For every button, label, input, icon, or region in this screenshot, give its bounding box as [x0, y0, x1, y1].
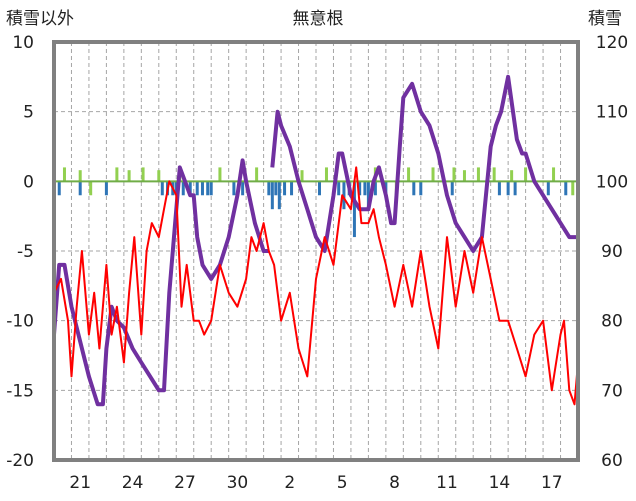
bar-precip [283, 181, 287, 196]
x-tick: 2 [284, 473, 295, 493]
bar-precip [206, 181, 210, 196]
x-tick: 14 [489, 473, 511, 493]
y-tick-right: 80 [601, 312, 623, 332]
x-tick: 30 [227, 473, 249, 493]
series-line-snow [52, 74, 578, 407]
x-tick: 17 [541, 473, 563, 493]
bar-sunshine [78, 170, 82, 182]
x-tick: 21 [69, 473, 91, 493]
right-axis-title: 積雪 [588, 9, 622, 29]
bar-sunshine [115, 167, 119, 182]
bar-precip [506, 181, 510, 196]
chart-title: 無意根 [293, 9, 344, 29]
x-axis: 21 24 27 30 2 5 8 11 14 17 [69, 473, 562, 493]
y-tick-right: 120 [596, 33, 628, 53]
bar-precip [412, 181, 416, 196]
bar-sunshine [407, 167, 411, 182]
bar-precip [513, 181, 517, 196]
bar-precip [241, 181, 245, 196]
bar-precip [181, 181, 185, 196]
bar-precip [497, 181, 501, 196]
bar-precip [209, 181, 213, 196]
bar-precip [450, 181, 454, 196]
bar-sunshine [492, 167, 496, 182]
bar-precip [78, 181, 82, 196]
bar-precip [317, 181, 321, 196]
bar-sunshine [510, 170, 514, 182]
bar-precip [419, 181, 423, 196]
y-tick-left: 0 [23, 172, 34, 192]
y-tick-left: 10 [12, 33, 34, 53]
y-tick-left: -15 [6, 381, 34, 401]
y-tick-left: -10 [6, 312, 34, 332]
y-tick-right: 90 [601, 242, 623, 262]
bar-sunshine [452, 167, 456, 182]
bar-precip [232, 181, 236, 196]
bar-precip [270, 181, 274, 210]
x-tick: 5 [337, 473, 348, 493]
bar-precip [366, 181, 370, 210]
bar-precip [352, 181, 356, 238]
y-tick-left: -20 [6, 451, 34, 471]
bar-sunshine [431, 167, 435, 182]
bar-precip [277, 181, 281, 210]
bar-precip [160, 181, 164, 196]
x-tick: 24 [122, 473, 144, 493]
bar-sunshine [62, 167, 66, 182]
y-tick-right: 70 [601, 381, 623, 401]
x-tick: 8 [389, 473, 400, 493]
bar-sunshine [218, 167, 222, 182]
bar-precip [195, 181, 199, 196]
bar-sunshine [255, 167, 259, 182]
bar-sunshine [157, 170, 161, 182]
bar-precip [342, 181, 346, 210]
y-tick-right: 100 [596, 172, 628, 192]
bar-layer [57, 167, 575, 238]
bar-precip [200, 181, 204, 196]
bar-precip [267, 181, 271, 196]
bar-precip [57, 181, 61, 196]
y-tick-right: 110 [596, 103, 628, 123]
y-axis-left: 10 5 0 -5 -10 -15 -20 [6, 33, 34, 471]
bar-sunshine [462, 170, 466, 182]
bar-sunshine [552, 167, 556, 182]
line-layer [52, 74, 579, 407]
bar-precip [104, 181, 108, 196]
y-axis-right: 120 110 100 90 80 70 60 [596, 33, 628, 471]
bar-precip [274, 181, 278, 196]
bar-sunshine [324, 167, 328, 182]
bar-sunshine [300, 170, 304, 182]
y-tick-right: 60 [601, 451, 623, 471]
bar-precip [546, 181, 550, 196]
bar-sunshine [476, 167, 480, 182]
bar-sunshine [571, 181, 575, 196]
left-axis-title: 積雪以外 [6, 9, 74, 29]
x-tick: 27 [174, 473, 196, 493]
bar-sunshine [524, 167, 528, 182]
bar-precip [373, 181, 377, 196]
bar-precip [188, 181, 192, 196]
y-tick-left: -5 [17, 242, 34, 262]
bar-sunshine [89, 181, 93, 196]
bar-sunshine [141, 167, 145, 182]
series-line-temperature [53, 166, 579, 406]
bar-precip [564, 181, 568, 196]
x-tick: 11 [436, 473, 458, 493]
bar-precip [290, 181, 294, 196]
y-tick-left: 5 [23, 103, 34, 123]
bar-precip [363, 181, 367, 196]
plot-frame [52, 40, 580, 462]
bar-precip [358, 181, 362, 196]
bar-sunshine [127, 170, 131, 182]
bar-precip [337, 181, 341, 196]
